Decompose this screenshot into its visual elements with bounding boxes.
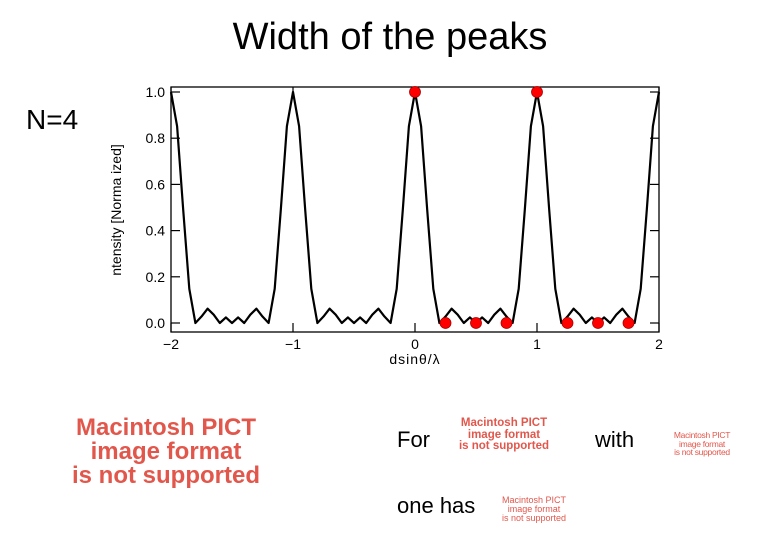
x-tick-label: 1 [533,336,541,352]
pict-line: is not supported [501,513,567,523]
x-tick-label: −1 [285,336,301,352]
y-tick-label: 0.6 [146,176,166,192]
peak-marker [409,86,421,98]
pict-line: Macintosh PICT [460,417,548,429]
n-label: N=4 [26,104,79,135]
one-has-text: one has [397,493,476,518]
y-tick-label: 1.0 [146,84,166,100]
peak-marker [439,317,452,329]
pict-line: is not supported [674,447,730,457]
pict-line: image format [678,438,725,449]
x-axis-label: dsinθ/λ [389,351,440,367]
peak-marker [470,317,482,329]
intensity-curve [169,90,661,325]
y-tick-label: 0.4 [146,223,166,239]
x-tick-label: 0 [411,336,419,352]
pict-line: Macintosh PICT [75,414,256,441]
pict-line: image format [507,504,561,514]
y-tick-label: 0.2 [146,269,166,285]
plot-frame [170,86,660,333]
peak-marker [531,86,543,98]
pict-line: Macintosh PICT [501,495,567,505]
peak-marker [500,317,513,329]
x-tick-labels: −2 −1 0 1 2 [163,336,663,352]
pict-line: is not supported [72,462,260,489]
y-tick-label: 0.0 [146,315,166,331]
pict-line: is not supported [458,440,550,452]
pict-placeholder-formula-1: Macintosh PICT image format is not suppo… [442,417,566,453]
peak-markers [409,86,635,329]
pict-line: image format [90,438,242,465]
y-tick-label: 0.8 [146,130,166,146]
slide-title: Width of the peaks [232,16,548,58]
x-tick-label: −2 [163,336,179,352]
peak-marker [622,317,635,329]
x-tick-label: 2 [655,336,663,352]
pict-placeholder-large: Macintosh PICT image format is not suppo… [16,416,316,488]
axis-ticks [170,87,660,332]
y-tick-labels: 0.0 0.2 0.4 0.6 0.8 1.0 [146,84,166,331]
y-axis-label: ntensity [Norma ized] [108,144,124,276]
intensity-chart: 0.0 0.2 0.4 0.6 0.8 1.0 −2 −1 0 1 2 dsinθ/λ ntens… [108,84,663,367]
for-text: For [397,427,430,452]
pict-line: image format [467,428,541,441]
pict-line: Macintosh PICT [673,430,731,440]
pict-placeholder-formula-3: Macintosh PICT image format is not suppo… [488,496,580,523]
peak-marker [592,317,604,329]
with-text: with [595,427,635,452]
peak-marker [561,317,574,329]
pict-placeholder-formula-2: Macintosh PICT image format is not suppo… [652,431,752,457]
